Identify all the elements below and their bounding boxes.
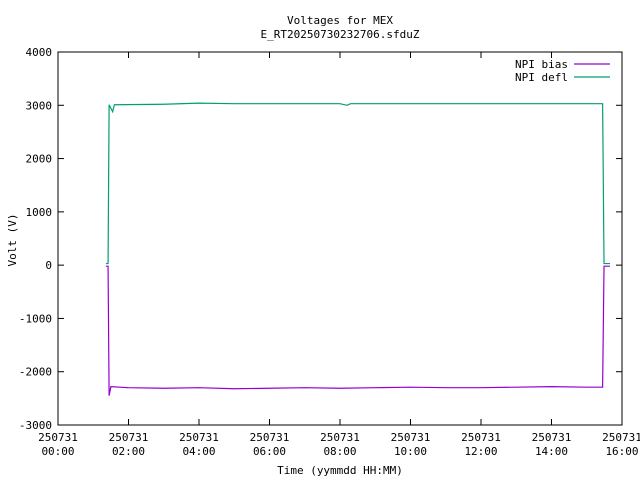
x-tick-label: 06:00: [253, 445, 286, 458]
legend-label: NPI bias: [515, 58, 568, 71]
x-tick-label: 250731: [461, 431, 501, 444]
legend-label: NPI defl: [515, 71, 568, 84]
x-tick-label: 250731: [250, 431, 290, 444]
y-axis-label: Volt (V): [6, 214, 19, 267]
x-tick-label: 250731: [320, 431, 360, 444]
chart-subtitle: E_RT20250730232706.sfduZ: [261, 28, 420, 41]
plot-border: [57, 51, 623, 426]
y-tick-label: -2000: [19, 366, 52, 379]
x-tick-label: 250731: [391, 431, 431, 444]
x-tick-label: 08:00: [323, 445, 356, 458]
x-tick-label: 250731: [602, 431, 640, 444]
series-line: [105, 265, 611, 396]
x-tick-label: 16:00: [605, 445, 638, 458]
x-tick-label: 250731: [38, 431, 78, 444]
x-tick-label: 10:00: [394, 445, 427, 458]
y-tick-label: 4000: [26, 46, 53, 59]
series-line: [105, 102, 611, 265]
x-tick-label: 250731: [532, 431, 572, 444]
x-tick-label: 02:00: [112, 445, 145, 458]
x-tick-label: 14:00: [535, 445, 568, 458]
y-tick-label: 3000: [26, 99, 53, 112]
x-tick-label: 250731: [179, 431, 219, 444]
y-tick-label: 1000: [26, 206, 53, 219]
chart-title: Voltages for MEX: [287, 14, 393, 27]
x-tick-label: 250731: [109, 431, 149, 444]
x-tick-label: 12:00: [464, 445, 497, 458]
y-tick-label: -1000: [19, 312, 52, 325]
x-axis-label: Time (yymmdd HH:MM): [277, 464, 403, 477]
y-tick-label: 0: [45, 259, 52, 272]
x-tick-label: 04:00: [182, 445, 215, 458]
y-tick-label: 2000: [26, 153, 53, 166]
y-tick-label: -3000: [19, 419, 52, 432]
x-tick-label: 00:00: [41, 445, 74, 458]
